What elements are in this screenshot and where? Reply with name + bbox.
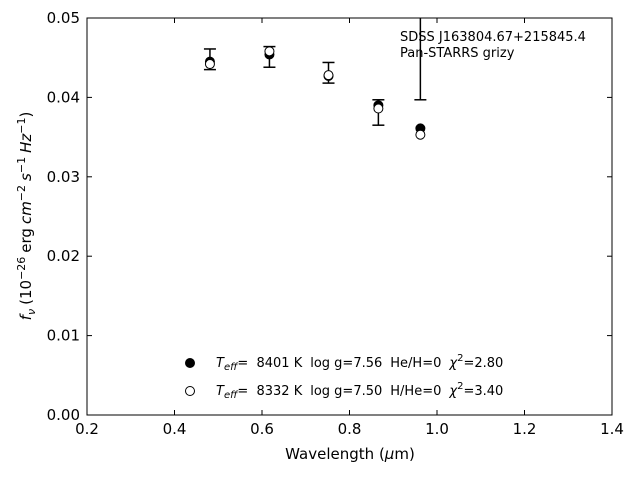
legend-chi-value: =2.80	[463, 356, 503, 371]
legend-teff-value: = 8401 K	[237, 356, 302, 371]
x-axis-label-open: (	[379, 445, 385, 463]
point-open	[415, 129, 426, 140]
legend-logg: log g=7.56	[310, 356, 382, 371]
legend-chi-value: =3.40	[463, 384, 503, 399]
point-open	[204, 59, 215, 70]
y-axis-label-nu: ν	[25, 309, 38, 315]
x-axis: 0.2 0.4 0.6 0.8 1.0 1.2 1.4	[75, 18, 624, 438]
legend-teff-t: T	[216, 356, 225, 371]
y-tick-label: 0.04	[47, 88, 80, 106]
error-bars	[203, 18, 427, 126]
legend-teff-sub: eff	[224, 390, 239, 401]
legend-comp: He/H=0	[390, 356, 441, 371]
x-axis-label: Wavelength (μm)	[285, 445, 415, 463]
legend-teff-sub: eff	[224, 362, 239, 373]
legend-logg: log g=7.50	[310, 384, 382, 399]
legend-marker-open	[185, 386, 195, 396]
point-open	[264, 46, 275, 57]
y-axis-label-s: s	[17, 173, 35, 181]
y-axis-label-f: f	[17, 312, 35, 320]
legend-teff-t: T	[216, 384, 225, 399]
legend-marker-filled	[185, 358, 195, 368]
annotation-survey: Pan-STARRS grizy	[400, 46, 515, 61]
legend-entry-open: Teff= 8332 K log g=7.50 H/He=0 χ2=3.40	[216, 381, 503, 401]
x-tick-label: 1.2	[513, 420, 537, 438]
legend-entry-filled: Teff= 8401 K log g=7.56 He/H=0 χ2=2.80	[216, 353, 503, 373]
y-axis-label-exp1: −1	[15, 157, 28, 173]
x-tick-label: 1.4	[600, 420, 624, 438]
x-tick-label: 0.8	[338, 420, 362, 438]
x-tick-label: 0.4	[163, 420, 187, 438]
legend-chi-sup: 2	[457, 381, 463, 392]
y-axis-label-erg: erg	[17, 228, 35, 253]
y-axis-label-hz: Hz	[17, 133, 35, 153]
y-axis-label-close: )	[17, 112, 35, 118]
y-axis-label-exp26: −26	[15, 257, 28, 280]
y-axis: 0.00 0.01 0.02 0.03 0.04 0.05	[47, 9, 612, 424]
annotation-object-name: SDSS J163804.67+215845.4	[400, 30, 586, 45]
x-axis-label-mu: μ	[384, 445, 395, 463]
x-axis-label-unit: m)	[394, 445, 414, 463]
y-axis-label-exp1b: −1	[15, 118, 28, 134]
legend-comp: H/He=0	[390, 384, 441, 399]
x-tick-label: 1.0	[425, 420, 449, 438]
x-tick-label: 0.6	[250, 420, 274, 438]
legend-chi-sup: 2	[457, 353, 463, 364]
y-axis-label-exp2: −2	[15, 185, 28, 201]
y-tick-label: 0.03	[47, 168, 80, 186]
point-open	[373, 103, 384, 114]
x-axis-label-text: Wavelength	[285, 445, 374, 463]
y-axis-label-open: (10	[17, 280, 35, 305]
point-open	[323, 70, 334, 81]
y-axis-label-cm: cm	[17, 201, 35, 224]
x-tick-label: 0.2	[75, 420, 99, 438]
y-axis-label: fν(10−26ergcm−2s−1Hz−1)	[15, 112, 38, 321]
y-tick-label: 0.00	[47, 406, 80, 424]
y-tick-label: 0.02	[47, 247, 80, 265]
data-points	[204, 46, 426, 140]
legend-chi: χ	[448, 384, 458, 399]
y-tick-label: 0.01	[47, 327, 80, 345]
y-tick-label: 0.05	[47, 9, 80, 27]
legend-chi: χ	[448, 356, 458, 371]
legend-teff-value: = 8332 K	[237, 384, 302, 399]
